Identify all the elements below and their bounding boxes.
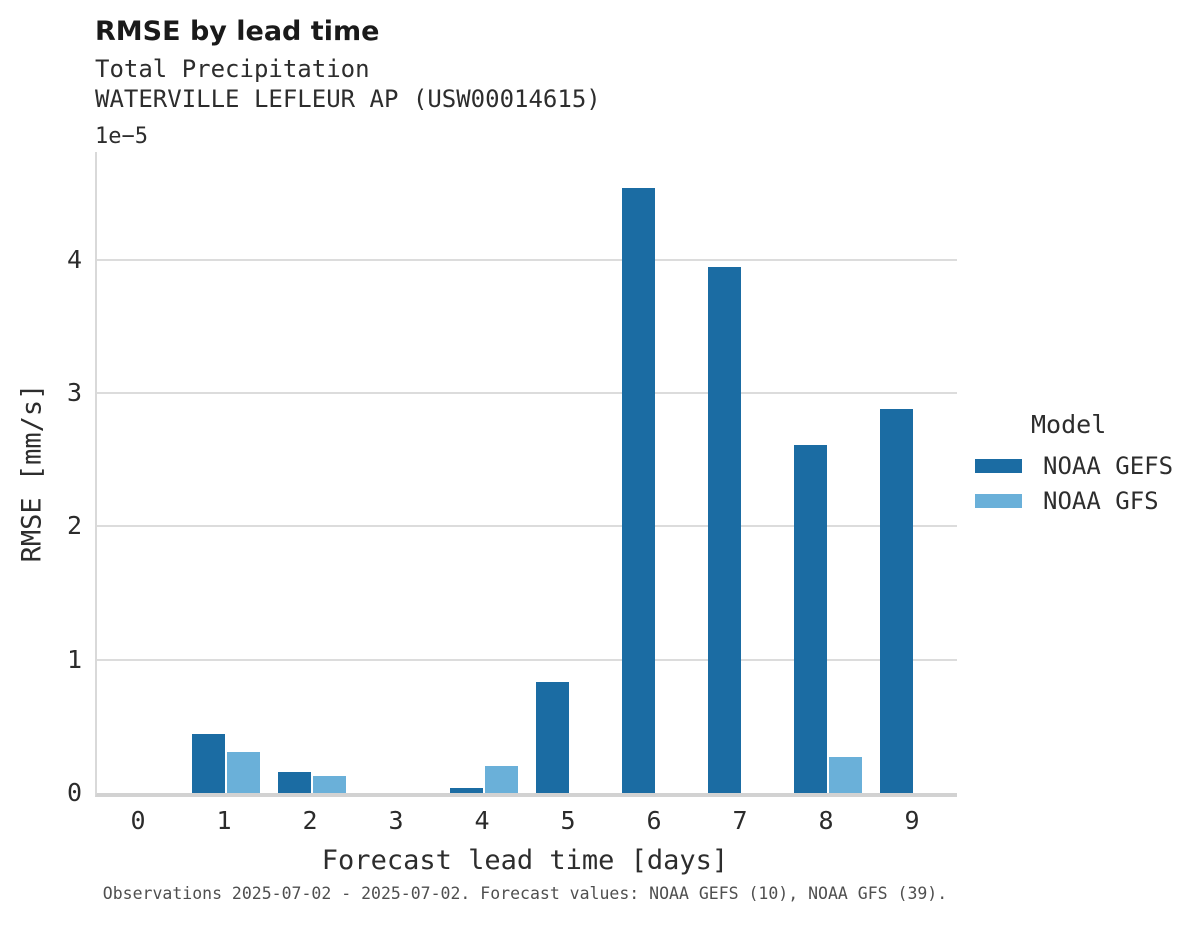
plot-area xyxy=(95,152,957,797)
x-tick-label-5: 5 xyxy=(560,806,576,835)
x-tick-label-6: 6 xyxy=(646,806,662,835)
gridline-y-1 xyxy=(97,658,957,661)
legend-title: Model xyxy=(1031,410,1107,439)
x-tick-label-4: 4 xyxy=(474,806,490,835)
y-axis-offset-label: 1e−5 xyxy=(95,124,148,149)
bar-noaa-gefs-lead-7 xyxy=(708,266,741,793)
x-tick-label-7: 7 xyxy=(732,806,748,835)
x-tick-label-9: 9 xyxy=(904,806,920,835)
x-tick-label-3: 3 xyxy=(388,806,404,835)
chart-subtitle-variable: Total Precipitation xyxy=(95,55,370,83)
bar-noaa-gefs-lead-1 xyxy=(192,734,225,793)
chart-header: RMSE by lead time Total Precipitation WA… xyxy=(95,16,601,114)
chart-title: RMSE by lead time xyxy=(95,16,380,47)
y-tick-label-1: 1 xyxy=(66,644,82,674)
gridline-y-2 xyxy=(97,525,957,528)
legend-label: NOAA GEFS xyxy=(1043,451,1174,480)
legend-label: NOAA GFS xyxy=(1043,486,1159,515)
x-axis-label: Forecast lead time [days] xyxy=(321,845,729,876)
legend-swatch-icon xyxy=(975,493,1022,508)
x-tick-label-8: 8 xyxy=(818,806,834,835)
y-tick-label-2: 2 xyxy=(66,511,82,541)
legend-entry-noaa-gfs: NOAA GFS xyxy=(975,483,1195,518)
x-tick-label-1: 1 xyxy=(216,806,232,835)
gridline-y-3 xyxy=(97,392,957,395)
chart-subtitle-station: WATERVILLE LEFLEUR AP (USW00014615) xyxy=(95,85,601,113)
bar-noaa-gefs-lead-6 xyxy=(622,187,655,793)
legend-swatch-icon xyxy=(975,458,1022,473)
bar-noaa-gfs-lead-1 xyxy=(227,751,260,793)
bar-noaa-gfs-lead-4 xyxy=(485,766,518,793)
legend-entry-noaa-gefs: NOAA GEFS xyxy=(975,448,1195,483)
y-tick-label-0: 0 xyxy=(66,778,82,807)
x-tick-label-0: 0 xyxy=(130,806,146,835)
x-tick-label-2: 2 xyxy=(302,806,318,835)
bar-noaa-gefs-lead-5 xyxy=(536,682,569,793)
bar-noaa-gefs-lead-4 xyxy=(450,787,483,793)
y-tick-label-4: 4 xyxy=(66,244,82,274)
bar-noaa-gefs-lead-8 xyxy=(794,445,827,793)
bar-noaa-gfs-lead-2 xyxy=(313,775,346,793)
legend-entries: NOAA GEFS NOAA GFS xyxy=(975,448,1195,518)
legend: Model NOAA GEFS NOAA GFS xyxy=(975,410,1195,518)
caption: Observations 2025-07-02 - 2025-07-02. Fo… xyxy=(102,884,948,903)
gridline-y-4 xyxy=(97,258,957,261)
bar-noaa-gfs-lead-8 xyxy=(829,757,862,793)
y-tick-label-3: 3 xyxy=(66,378,82,408)
bar-noaa-gefs-lead-9 xyxy=(880,409,913,793)
bar-noaa-gefs-lead-2 xyxy=(278,771,311,793)
